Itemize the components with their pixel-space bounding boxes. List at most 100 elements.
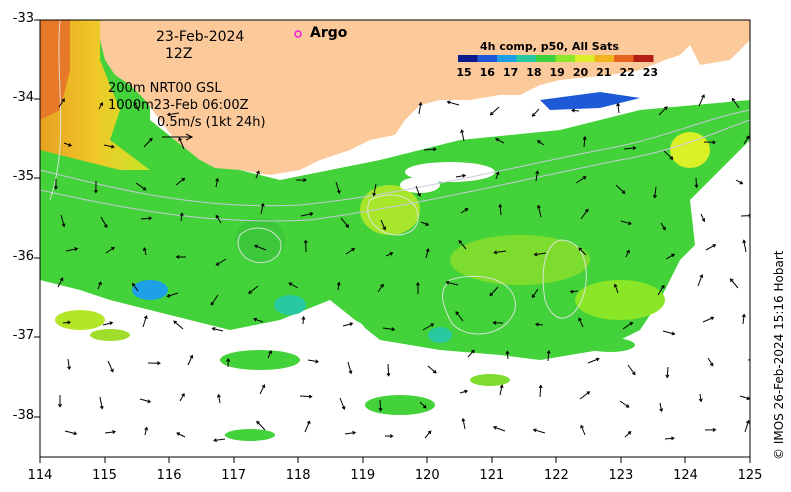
colorbar-title: 4h comp, p50, All Sats bbox=[480, 40, 619, 53]
current-vectors bbox=[53, 94, 750, 443]
current-arrow-icon bbox=[67, 358, 72, 371]
colorbar-tick-label: 17 bbox=[502, 66, 519, 79]
current-arrow-icon bbox=[422, 323, 435, 331]
current-arrow-icon bbox=[215, 258, 227, 266]
colorbar-swatch bbox=[594, 55, 615, 62]
current-arrow-icon bbox=[104, 430, 117, 434]
current-arrow-icon bbox=[657, 284, 665, 296]
argo-marker-icon bbox=[294, 30, 302, 38]
current-arrow-icon bbox=[531, 108, 540, 117]
current-arrow-icon bbox=[697, 274, 704, 287]
current-arrow-icon bbox=[653, 186, 657, 199]
current-arrow-icon bbox=[267, 349, 272, 359]
current-arrow-icon bbox=[445, 280, 459, 286]
current-arrow-icon bbox=[179, 212, 184, 222]
current-arrow-icon bbox=[582, 135, 587, 148]
x-tick-marks bbox=[39, 457, 751, 463]
current-arrow-icon bbox=[215, 177, 220, 188]
current-arrow-icon bbox=[303, 239, 308, 253]
current-arrow-icon bbox=[495, 171, 500, 180]
current-arrow-icon bbox=[142, 247, 147, 256]
current-arrow-icon bbox=[700, 213, 706, 223]
current-arrow-icon bbox=[705, 244, 717, 251]
y-tick-label: -33 bbox=[12, 11, 34, 26]
current-arrow-icon bbox=[698, 393, 703, 403]
current-arrow-icon bbox=[704, 427, 717, 432]
current-arrow-icon bbox=[613, 283, 619, 294]
current-arrow-icon bbox=[342, 322, 354, 327]
y-tick-marks bbox=[34, 19, 40, 418]
current-arrow-icon bbox=[260, 202, 265, 215]
current-arrow-icon bbox=[423, 147, 437, 152]
current-arrow-icon bbox=[63, 142, 72, 147]
current-arrow-icon bbox=[587, 357, 600, 364]
current-arrow-icon bbox=[53, 178, 58, 190]
current-arrow-icon bbox=[664, 436, 675, 441]
current-arrow-icon bbox=[625, 249, 630, 258]
current-arrow-icon bbox=[377, 283, 384, 293]
current-arrow-icon bbox=[694, 177, 699, 189]
x-tick-label: 118 bbox=[285, 468, 311, 483]
current-arrow-icon bbox=[65, 247, 79, 252]
current-arrow-icon bbox=[259, 384, 266, 395]
current-arrow-icon bbox=[210, 294, 219, 306]
current-arrow-icon bbox=[489, 106, 500, 116]
current-arrow-icon bbox=[415, 185, 421, 197]
current-arrow-icon bbox=[187, 354, 194, 366]
current-arrow-icon bbox=[344, 430, 357, 435]
current-arrow-icon bbox=[307, 359, 320, 364]
current-arrow-icon bbox=[100, 216, 108, 229]
date-label: 23-Feb-2024 bbox=[156, 29, 245, 45]
current-arrow-icon bbox=[336, 281, 341, 291]
colorbar-swatch bbox=[633, 55, 654, 62]
current-arrow-icon bbox=[335, 181, 341, 195]
current-arrow-icon bbox=[492, 425, 506, 432]
current-arrow-icon bbox=[372, 183, 377, 197]
current-arrow-icon bbox=[665, 253, 676, 260]
current-arrow-icon bbox=[213, 438, 226, 443]
current-arrow-icon bbox=[102, 321, 114, 326]
plot-frame bbox=[39, 19, 751, 458]
current-arrow-icon bbox=[62, 320, 72, 325]
current-arrow-icon bbox=[345, 248, 356, 255]
current-arrow-icon bbox=[107, 360, 114, 373]
current-arrow-icon bbox=[505, 350, 510, 360]
x-tick-label: 115 bbox=[92, 468, 117, 483]
current-arrow-icon bbox=[57, 277, 64, 288]
current-arrow-icon bbox=[378, 399, 383, 412]
colorbar-swatch bbox=[575, 55, 595, 62]
current-arrow-icon bbox=[493, 250, 507, 255]
current-arrow-icon bbox=[569, 289, 579, 294]
current-arrow-icon bbox=[147, 361, 161, 366]
current-arrow-icon bbox=[492, 320, 504, 325]
current-arrow-icon bbox=[660, 222, 666, 231]
current-arrow-icon bbox=[98, 102, 103, 110]
current-arrow-icon bbox=[531, 288, 539, 299]
colorbar-tick-label: 22 bbox=[619, 66, 635, 79]
current-arrow-icon bbox=[622, 321, 634, 330]
current-arrow-icon bbox=[135, 182, 147, 191]
current-arrow-icon bbox=[703, 140, 717, 145]
current-arrow-icon bbox=[419, 401, 427, 409]
current-arrow-icon bbox=[384, 434, 394, 439]
current-arrow-icon bbox=[533, 252, 547, 257]
current-arrow-icon bbox=[166, 292, 179, 298]
credit-text: © IMOS 26-Feb-2024 15:16 Hobart bbox=[772, 250, 786, 460]
current-arrow-icon bbox=[176, 432, 186, 438]
current-arrow-icon bbox=[578, 247, 587, 256]
current-arrow-icon bbox=[580, 424, 586, 436]
current-arrow-icon bbox=[215, 214, 222, 224]
current-arrow-icon bbox=[616, 102, 621, 114]
current-arrow-icon bbox=[254, 244, 267, 251]
current-arrow-icon bbox=[382, 327, 396, 332]
current-arrow-icon bbox=[418, 101, 423, 115]
current-arrow-icon bbox=[300, 212, 314, 217]
current-arrow-icon bbox=[659, 402, 664, 413]
current-arrow-icon bbox=[658, 106, 668, 116]
current-arrow-icon bbox=[538, 384, 543, 398]
current-arrow-icon bbox=[255, 170, 260, 179]
colorbar-tick-label: 18 bbox=[526, 66, 542, 79]
current-arrow-icon bbox=[532, 428, 546, 434]
argo-legend-label: Argo bbox=[310, 25, 348, 41]
current-arrow-icon bbox=[139, 398, 152, 404]
